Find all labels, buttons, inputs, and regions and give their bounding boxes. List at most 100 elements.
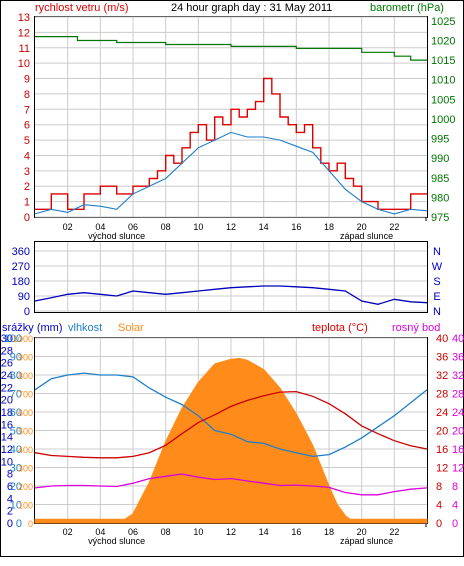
temp-tick-label: 8: [436, 481, 442, 493]
humidity-tick-label: 20: [10, 481, 22, 493]
rain-tick-label: 18: [1, 407, 13, 419]
rain-tick-label: 26: [1, 358, 13, 370]
baro-tick-label: 990: [431, 153, 449, 165]
dewpoint-tick-label: 0: [452, 518, 458, 530]
direction-tick-label: 90: [18, 291, 30, 303]
humidity-tick-label: 0: [16, 518, 22, 530]
dewpoint-tick-label: 36: [452, 352, 464, 364]
humidity-line: [34, 372, 428, 458]
temp-tick-label: 36: [436, 352, 448, 364]
solar-tick-label: 100: [18, 501, 33, 511]
solar-tick-label: 900: [18, 353, 33, 363]
solar-tick-label: 1000: [13, 334, 33, 344]
rain-tick-label: 12: [1, 444, 13, 456]
wind-tick-label: 8: [24, 89, 30, 101]
wind-tick-label: 7: [24, 104, 30, 116]
temp-tick-label: 0: [436, 518, 442, 530]
humidity-tick-label: 70: [10, 389, 22, 401]
humidity-tick-label: 90: [10, 352, 22, 364]
rain-tick-label: 20: [1, 395, 13, 407]
wind-tick-label: 5: [24, 135, 30, 147]
baro-tick-label: 985: [431, 173, 449, 185]
chart-marks: 0123456789101112139759809859909951000100…: [1, 12, 464, 546]
rain-tick-label: 30: [1, 333, 13, 345]
x-tick-label: 02: [63, 222, 73, 232]
temp-tick-label: 28: [436, 389, 448, 401]
dewpoint-tick-label: 40: [452, 333, 464, 345]
wind-axis-label: rychlost vetru (m/s): [35, 2, 129, 14]
compass-tick-label: N: [433, 246, 441, 258]
wind-tick-label: 11: [19, 43, 30, 55]
sunset-label: západ slunce: [340, 231, 393, 241]
humidity-tick-label: 50: [10, 426, 22, 438]
humidity-tick-label: 40: [10, 444, 22, 456]
x-tick-label: 06: [128, 527, 138, 537]
rain-tick-label: 8: [7, 469, 13, 481]
solar-tick-label: 200: [18, 482, 33, 492]
wind-tick-label: 4: [24, 150, 30, 162]
sunrise-label: východ slunce: [88, 536, 145, 546]
baro-tick-label: 1015: [431, 55, 455, 67]
direction-tick-label: 180: [12, 276, 30, 288]
baro-tick-label: 1025: [431, 16, 455, 28]
wind-tick-label: 12: [18, 27, 30, 39]
solar-tick-label: 700: [18, 390, 33, 400]
rain-tick-label: 10: [1, 456, 13, 468]
wind-tick-label: 0: [24, 212, 30, 224]
rain-tick-label: 16: [1, 419, 13, 431]
temp-tick-label: 32: [436, 370, 448, 382]
wind-tick-label: 13: [18, 12, 30, 24]
dewpoint-tick-label: 28: [452, 389, 464, 401]
x-tick-label: 16: [291, 527, 301, 537]
temp-axis-label: teplota (°C): [312, 322, 368, 334]
rain-axis-label: srážky (mm): [2, 322, 63, 334]
compass-tick-label: N: [433, 306, 441, 318]
direction-tick-label: 360: [12, 246, 30, 258]
temp-tick-label: 20: [436, 426, 448, 438]
solar-tick-label: 400: [18, 445, 33, 455]
solar-axis-label: Solar: [118, 322, 144, 334]
barometer-line: [35, 36, 427, 61]
x-tick-label: 12: [226, 527, 236, 537]
solar-tick-label: 0: [28, 519, 33, 529]
chart-title: 24 hour graph day : 31 May 2011: [171, 2, 332, 14]
compass-tick-label: E: [433, 291, 440, 303]
wind-tick-label: 2: [24, 181, 30, 193]
wind-tick-label: 6: [24, 120, 30, 132]
wind-average-line: [34, 131, 428, 215]
rain-tick-label: 22: [1, 382, 13, 394]
dewpoint-axis-label: rosný bod: [392, 322, 440, 334]
x-tick-label: 06: [128, 222, 138, 232]
wind-tick-label: 10: [18, 58, 30, 70]
rain-tick-label: 28: [1, 345, 13, 357]
temp-tick-label: 16: [436, 444, 448, 456]
x-tick-label: 22: [389, 222, 399, 232]
compass-tick-label: S: [433, 276, 440, 288]
dewpoint-tick-label: 16: [452, 444, 464, 456]
x-tick-label: 20: [357, 222, 367, 232]
x-tick-label: 20: [357, 527, 367, 537]
wind-tick-label: 3: [24, 166, 30, 178]
compass-tick-label: W: [432, 261, 443, 273]
temp-tick-label: 12: [436, 463, 448, 475]
x-tick-label: 04: [95, 527, 105, 537]
humidity-axis-label: vlhkost: [68, 322, 102, 334]
x-tick-label: 10: [193, 222, 203, 232]
solar-area: [34, 357, 428, 524]
x-tick-label: 14: [259, 527, 269, 537]
rain-tick-label: 6: [7, 481, 13, 493]
x-tick-label: 18: [324, 222, 334, 232]
x-tick-label: 16: [291, 222, 301, 232]
wind-speed-line: [35, 77, 427, 210]
x-tick-label: 14: [259, 222, 269, 232]
rain-tick-label: 14: [1, 432, 13, 444]
rain-tick-label: 24: [1, 370, 13, 382]
dewpoint-tick-label: 8: [452, 481, 458, 493]
humidity-tick-label: 30: [10, 463, 22, 475]
wind-direction-line: [34, 285, 428, 305]
rain-tick-label: 0: [7, 518, 13, 530]
solar-tick-label: 800: [18, 371, 33, 381]
baro-tick-label: 1010: [431, 75, 455, 87]
baro-tick-label: 980: [431, 192, 449, 204]
